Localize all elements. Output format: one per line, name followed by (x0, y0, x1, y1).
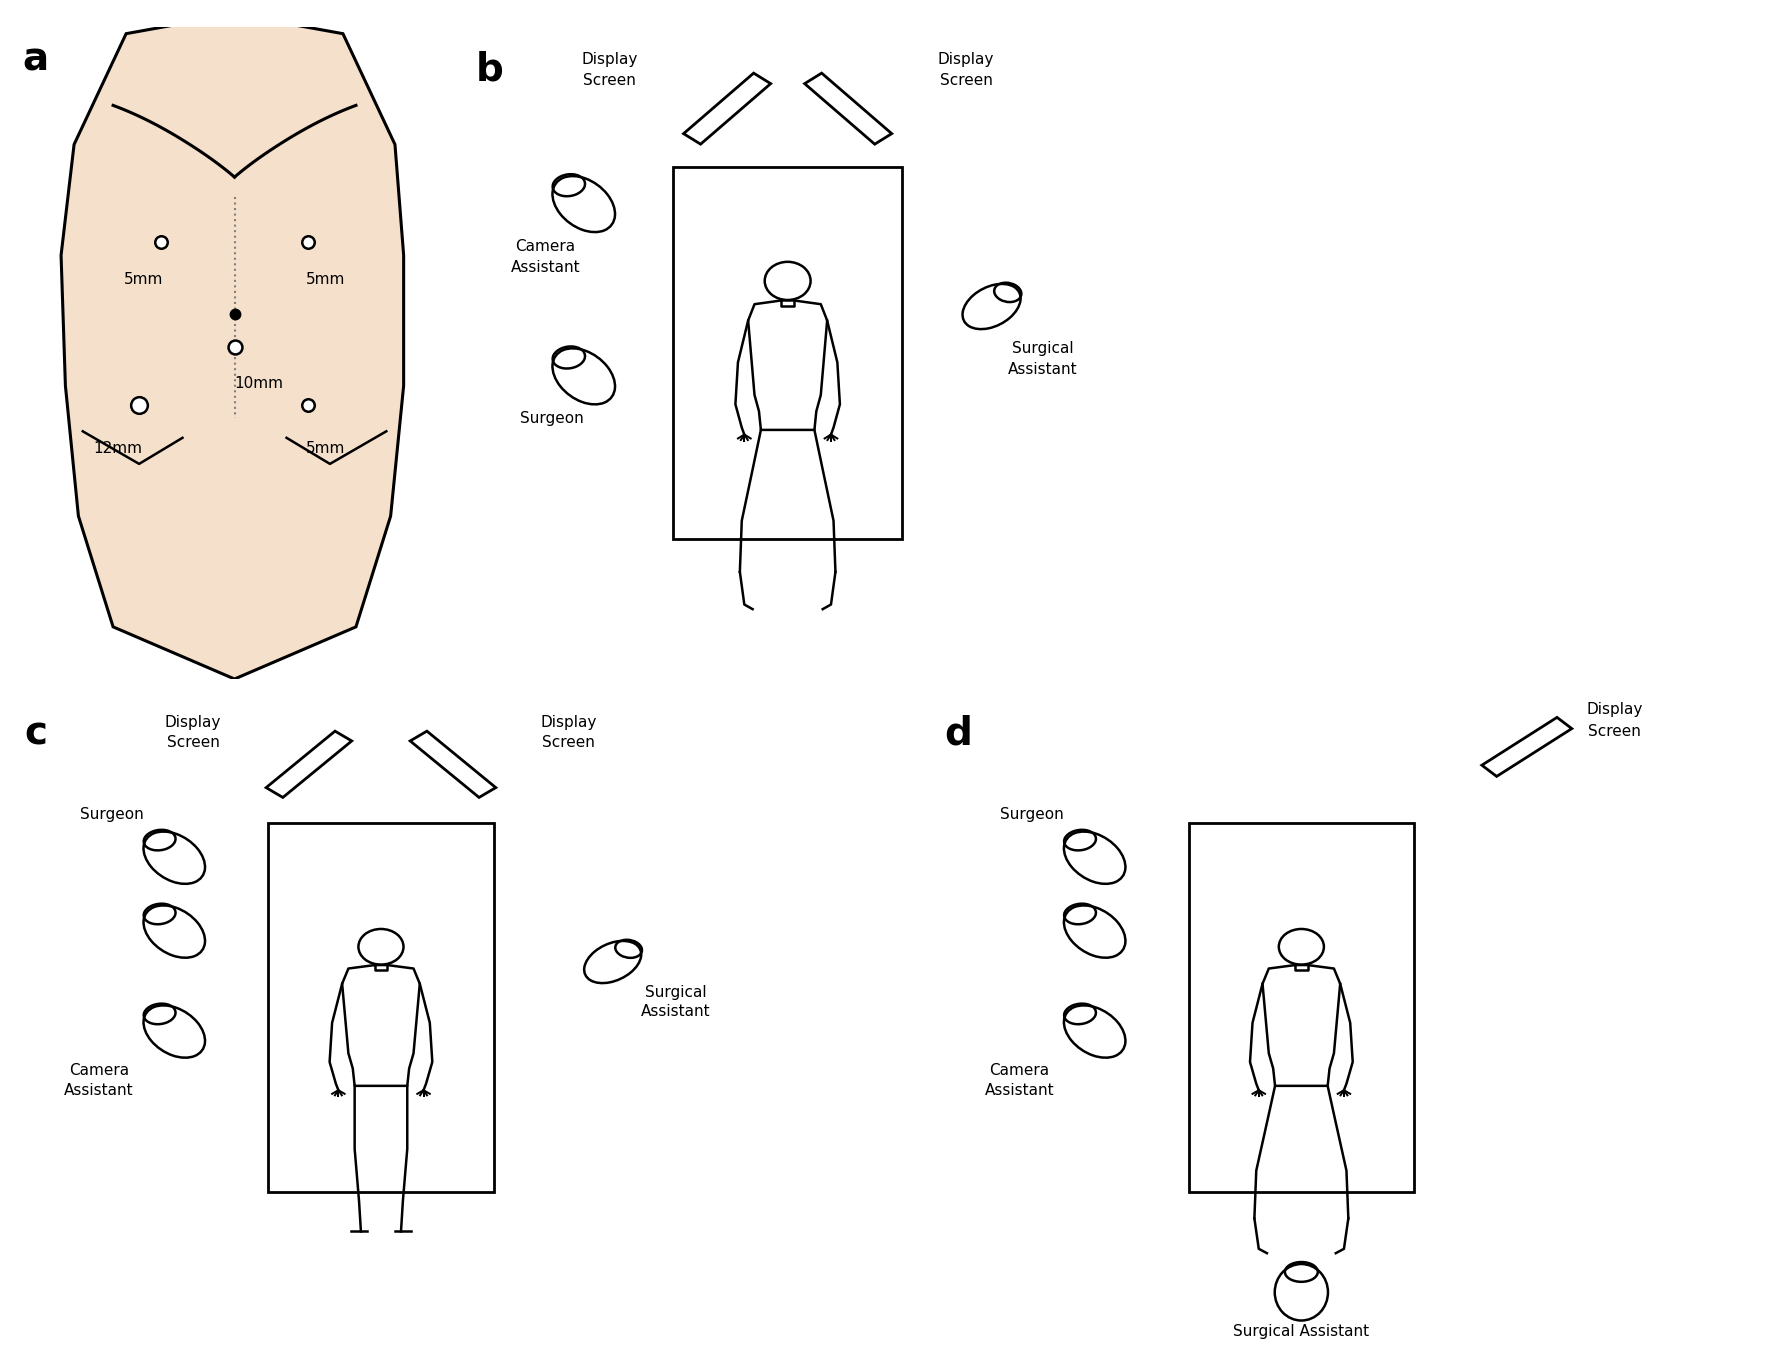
Text: b: b (476, 50, 503, 88)
Text: Screen: Screen (542, 735, 595, 750)
Polygon shape (62, 14, 404, 679)
Text: Surgical: Surgical (644, 985, 706, 999)
Text: Surgeon: Surgeon (1000, 807, 1064, 822)
Text: 5mm: 5mm (124, 272, 163, 287)
Text: Camera: Camera (989, 1063, 1050, 1078)
Text: Assistant: Assistant (512, 259, 581, 274)
Text: c: c (25, 714, 48, 752)
Polygon shape (411, 731, 496, 797)
Text: Assistant: Assistant (984, 1082, 1055, 1097)
Text: Camera: Camera (69, 1063, 129, 1078)
Text: Screen: Screen (582, 73, 635, 88)
Text: Display: Display (938, 53, 995, 68)
Text: Display: Display (165, 716, 221, 731)
Text: Surgical: Surgical (1012, 341, 1073, 356)
Text: d: d (945, 714, 972, 752)
Bar (673, 167, 903, 539)
Text: Display: Display (540, 716, 596, 731)
Text: Surgical Assistant: Surgical Assistant (1234, 1324, 1370, 1339)
Text: a: a (21, 41, 48, 79)
Text: Screen: Screen (940, 73, 993, 88)
Text: 5mm: 5mm (306, 441, 345, 456)
Text: Surgeon: Surgeon (80, 807, 143, 822)
Text: Screen: Screen (1588, 724, 1641, 739)
Polygon shape (1481, 717, 1572, 777)
Polygon shape (683, 73, 770, 144)
Text: Assistant: Assistant (64, 1082, 135, 1097)
Text: Assistant: Assistant (1007, 363, 1078, 378)
Polygon shape (266, 731, 352, 797)
Text: Camera: Camera (515, 239, 575, 254)
Text: Screen: Screen (166, 735, 219, 750)
Bar (1189, 823, 1414, 1192)
Text: 5mm: 5mm (306, 272, 345, 287)
Text: 12mm: 12mm (94, 441, 142, 456)
Text: Surgeon: Surgeon (520, 411, 584, 426)
Text: Display: Display (1586, 702, 1643, 717)
Text: Assistant: Assistant (641, 1005, 710, 1020)
Text: Display: Display (581, 53, 637, 68)
Text: 10mm: 10mm (234, 376, 283, 391)
Polygon shape (805, 73, 892, 144)
Bar (269, 823, 494, 1192)
